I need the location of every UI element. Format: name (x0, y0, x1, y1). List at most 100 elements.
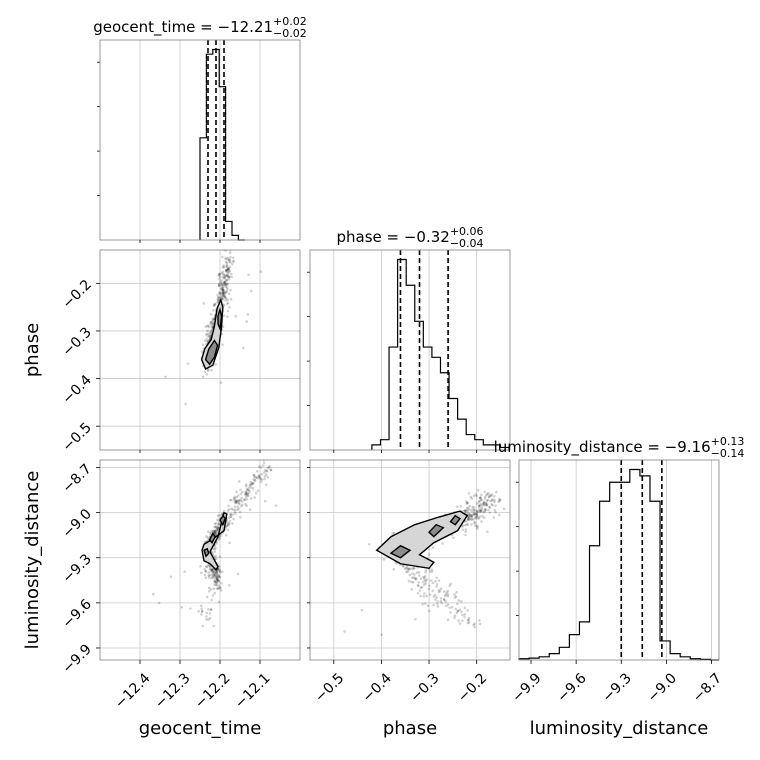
sample-point (485, 493, 488, 497)
sample-point (485, 504, 488, 507)
sample-point (463, 509, 467, 512)
sample-point (463, 509, 466, 513)
sample-point (254, 478, 257, 482)
sample-point (478, 622, 482, 626)
sample-point (217, 575, 221, 578)
x-tick-label: −9.0 (645, 670, 680, 705)
sample-point (214, 573, 217, 576)
sample-point (222, 292, 225, 296)
sample-point (218, 575, 222, 579)
sample-point (214, 583, 218, 587)
sample-point (438, 589, 442, 593)
sample-point (488, 511, 492, 514)
sample-point (227, 267, 230, 270)
sample-point (473, 508, 476, 512)
sample-point (214, 554, 218, 558)
title-luminosity_distance: luminosity_distance = −9.16+0.13−0.14 (494, 435, 745, 460)
sample-point (221, 286, 224, 290)
sample-point (489, 499, 492, 503)
sample-point (224, 285, 228, 289)
sample-point (211, 594, 215, 597)
sample-point (210, 320, 214, 323)
sample-point (217, 520, 221, 523)
panel-background (519, 460, 719, 660)
sample-point (201, 624, 205, 628)
sample-point (493, 500, 496, 504)
title-minus-error: −0.02 (273, 27, 307, 40)
sample-point (483, 508, 487, 511)
sample-point (229, 513, 232, 516)
sample-point (470, 509, 473, 513)
sample-point (222, 289, 225, 292)
sample-point (226, 256, 230, 260)
sample-point (246, 492, 249, 496)
sample-point (253, 479, 256, 482)
sample-point (218, 569, 221, 572)
sample-point (368, 542, 371, 546)
sample-point (169, 575, 173, 579)
sample-point (491, 503, 494, 507)
sample-point (490, 499, 494, 502)
sample-point (222, 314, 226, 318)
sample-point (492, 516, 496, 519)
sample-point (220, 581, 223, 585)
sample-point (218, 535, 222, 538)
sample-point (244, 484, 248, 488)
sample-point (480, 498, 483, 502)
sample-point (216, 298, 220, 302)
sample-point (464, 533, 467, 537)
sample-point (210, 568, 214, 572)
sample-point (224, 297, 228, 300)
title-value: luminosity_distance = −9.16 (494, 438, 711, 457)
y-tick-label: −0.4 (59, 372, 94, 407)
x-tick-label: −12.2 (192, 670, 234, 712)
sample-point (218, 292, 222, 296)
sample-point (474, 493, 478, 496)
sample-point (410, 576, 414, 580)
sample-point (475, 517, 478, 520)
sample-point (226, 271, 230, 275)
sample-point (220, 271, 223, 275)
contour-inner-1 (204, 339, 219, 366)
sample-point (202, 302, 206, 305)
sample-point (232, 259, 235, 263)
sample-point (417, 570, 421, 574)
sample-point (464, 530, 467, 533)
x-tick-label: −0.3 (407, 670, 442, 705)
sample-point (233, 499, 236, 503)
panel-border (99, 39, 301, 241)
sample-point (213, 571, 217, 574)
sample-point (488, 506, 492, 510)
sample-point (244, 503, 247, 506)
sample-point (226, 524, 230, 527)
sample-point (473, 508, 476, 512)
sample-point (248, 489, 251, 493)
sample-point (243, 498, 246, 501)
sample-point (482, 501, 485, 505)
sample-point (225, 524, 229, 528)
sample-point (470, 515, 473, 519)
sample-point (224, 257, 227, 261)
sample-point (228, 258, 232, 262)
sample-point (215, 575, 219, 579)
sample-point (380, 633, 384, 637)
sample-point (453, 614, 457, 617)
sample-point (205, 618, 208, 621)
scatter-panel-luminosity_distance_vs_geocent_time (99, 459, 301, 661)
sample-point (217, 513, 221, 517)
sample-point (222, 294, 225, 298)
sample-point (207, 368, 210, 372)
sample-point (475, 512, 479, 516)
sample-point (247, 491, 251, 495)
sample-point (214, 577, 217, 580)
sample-point (207, 608, 210, 611)
x-tick-label: −9.9 (509, 670, 544, 705)
sample-point (382, 558, 386, 561)
sample-point (220, 534, 223, 537)
sample-point (216, 586, 220, 590)
sample-point (416, 591, 420, 595)
sample-point (477, 510, 481, 513)
sample-point (221, 291, 225, 295)
sample-point (216, 579, 220, 582)
sample-point (487, 491, 490, 495)
